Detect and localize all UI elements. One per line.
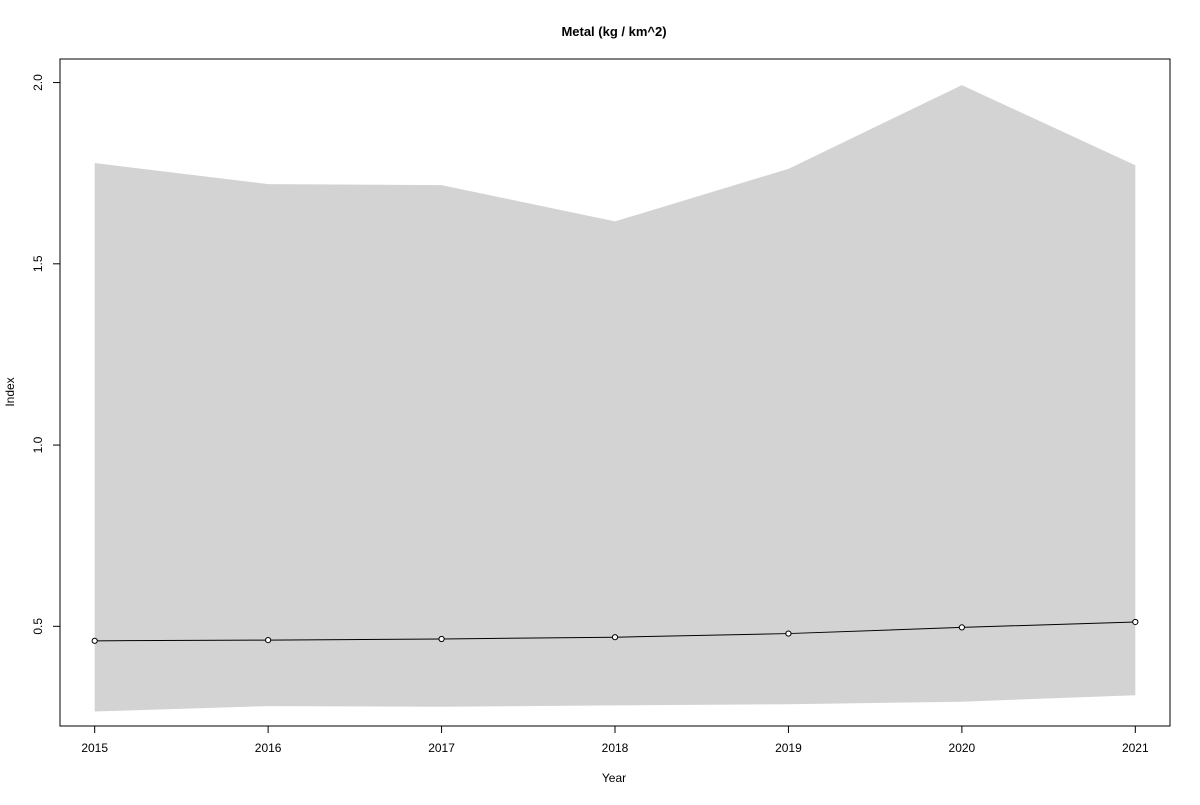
confidence-band-layer xyxy=(94,85,1136,712)
y-tick-label: 1.0 xyxy=(31,436,45,453)
confidence-band xyxy=(94,85,1136,712)
chart-title: Metal (kg / km^2) xyxy=(561,24,666,39)
x-tick-label: 2015 xyxy=(81,741,108,755)
x-tick-label: 2016 xyxy=(255,741,282,755)
x-axis-label: Year xyxy=(602,771,626,785)
x-axis: 2015 2016 2017 2018 2019 2020 2021 xyxy=(81,725,1149,755)
y-axis: 0.5 1.0 1.5 2.0 xyxy=(31,74,61,635)
x-tick-label: 2021 xyxy=(1122,741,1149,755)
y-tick-label: 1.5 xyxy=(31,255,45,272)
x-tick-label: 2020 xyxy=(949,741,976,755)
data-point xyxy=(958,624,965,631)
x-tick-label: 2019 xyxy=(775,741,802,755)
y-axis-label: Index xyxy=(3,377,17,406)
x-tick-label: 2018 xyxy=(602,741,629,755)
y-tick-label: 2.0 xyxy=(31,74,45,91)
x-tick-label: 2017 xyxy=(428,741,455,755)
data-point xyxy=(1132,618,1139,626)
series-point-layer xyxy=(91,618,1139,644)
data-point xyxy=(611,634,619,641)
data-point xyxy=(265,636,272,644)
data-point xyxy=(91,637,98,644)
y-tick-label: 0.5 xyxy=(31,618,45,635)
data-point xyxy=(438,635,445,643)
data-point xyxy=(785,630,792,637)
